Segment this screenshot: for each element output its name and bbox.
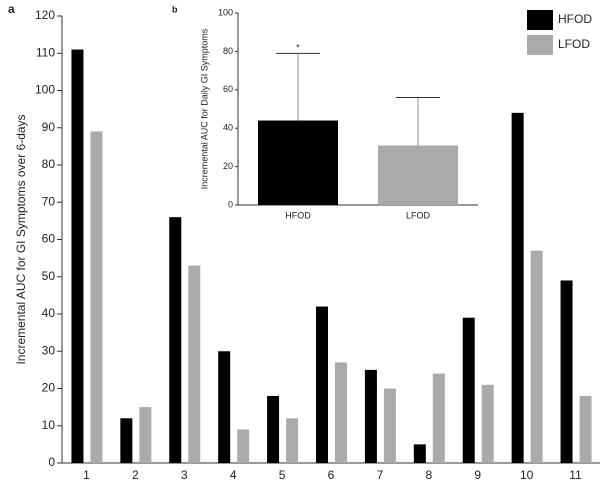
y-tick-label: 80 xyxy=(42,157,56,171)
x-tick-label: 11 xyxy=(569,468,582,482)
y-tick-label: 60 xyxy=(42,232,56,246)
x-tick-label: LFOD xyxy=(406,210,431,220)
bar xyxy=(169,217,182,463)
bar xyxy=(139,407,152,463)
bar xyxy=(120,418,133,463)
y-tick-label: 40 xyxy=(42,306,56,320)
y-tick-label: 100 xyxy=(218,7,233,17)
bar xyxy=(316,306,328,463)
x-tick-label: 7 xyxy=(377,468,384,482)
bar xyxy=(335,362,347,463)
y-axis-label: Incremental AUC for GI Symptoms over 6-d… xyxy=(14,114,28,364)
bar xyxy=(258,120,338,205)
x-tick-label: 5 xyxy=(279,468,286,482)
bar xyxy=(511,112,524,463)
bar xyxy=(71,49,84,464)
panel-a: 0102030405060708090100110120Incremental … xyxy=(8,2,600,482)
legend-label: LFOD xyxy=(558,37,590,51)
panel-b: 0 20 40 60 80 100 Incremental AUC for Daily GI… xyxy=(172,4,478,220)
bar xyxy=(481,384,494,463)
x-tick-label: HFOD xyxy=(285,210,311,220)
y-tick-label: 0 xyxy=(228,199,233,209)
x-tick-label: 6 xyxy=(328,468,335,482)
bar xyxy=(530,250,543,463)
legend-label: HFOD xyxy=(558,12,592,26)
bar xyxy=(432,373,445,463)
y-tick-label: 10 xyxy=(42,418,56,432)
y-tick-label: 60 xyxy=(223,84,233,94)
bar xyxy=(560,280,573,463)
panel-label: a xyxy=(8,2,15,16)
y-tick-label: 30 xyxy=(42,343,56,357)
y-tick-label: 120 xyxy=(35,8,55,22)
significance-marker: * xyxy=(296,43,300,53)
bar xyxy=(267,395,280,463)
x-tick-label: 9 xyxy=(474,468,481,482)
y-tick-label: 80 xyxy=(223,46,233,56)
x-tick-label: 4 xyxy=(230,468,237,482)
y-tick-label: 20 xyxy=(42,381,56,395)
y-tick-label: 20 xyxy=(223,161,233,171)
y-tick-label: 90 xyxy=(42,120,56,134)
y-tick-label: 110 xyxy=(36,45,55,59)
y-tick-label: 50 xyxy=(42,269,56,283)
legend-swatch xyxy=(527,10,553,30)
bar xyxy=(413,444,426,463)
x-tick-label: 2 xyxy=(132,468,139,482)
bar xyxy=(383,388,396,463)
bar xyxy=(378,145,458,205)
y-tick-label: 0 xyxy=(48,455,55,469)
bar xyxy=(188,265,201,463)
bar xyxy=(218,351,231,463)
panel-label: b xyxy=(172,4,178,14)
bar xyxy=(462,317,475,463)
x-tick-label: 1 xyxy=(83,468,90,482)
x-tick-label: 10 xyxy=(520,468,534,482)
y-axis-label: Incremental AUC for Daily GI Symptoms xyxy=(199,28,209,189)
bar xyxy=(286,418,299,463)
bar xyxy=(237,429,250,463)
bar xyxy=(579,395,592,463)
y-tick-label: 100 xyxy=(35,83,55,97)
legend-swatch xyxy=(527,35,553,55)
bar xyxy=(90,131,103,463)
x-tick-label: 8 xyxy=(425,468,432,482)
x-tick-label: 3 xyxy=(181,468,188,482)
y-tick-label: 40 xyxy=(223,123,233,133)
bar xyxy=(364,369,377,463)
y-tick-label: 70 xyxy=(42,194,56,208)
